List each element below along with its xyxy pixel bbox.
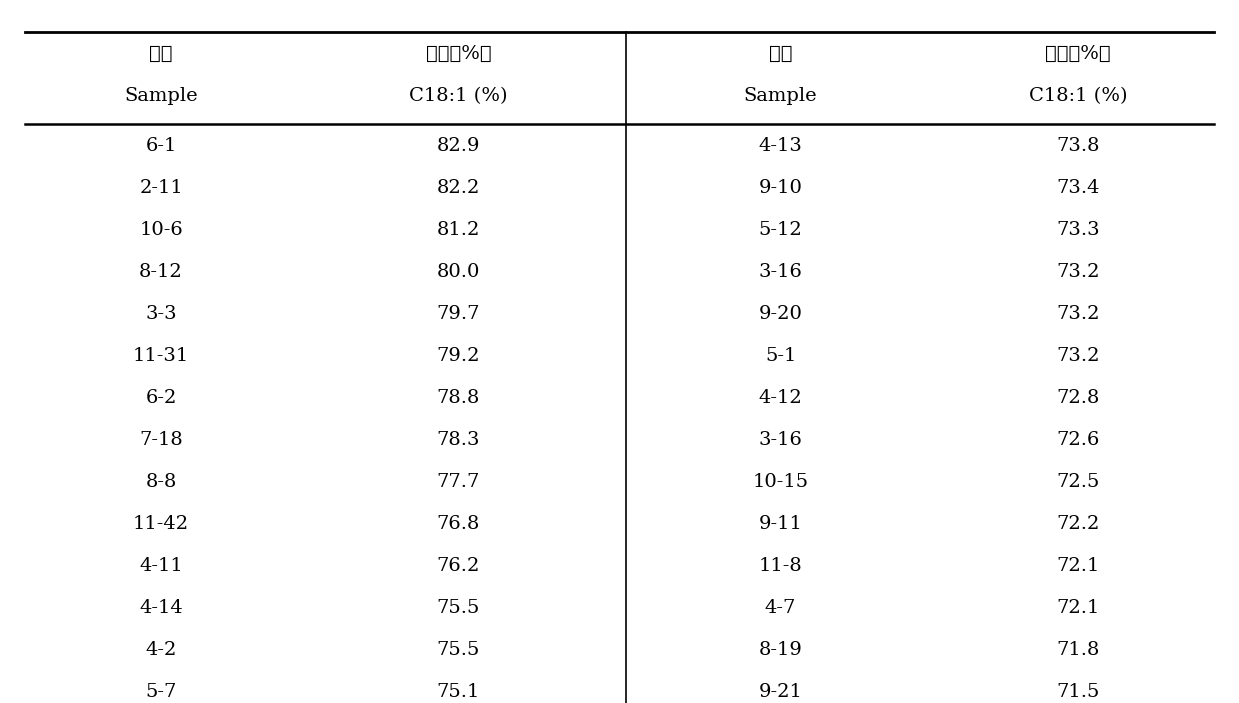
Text: 3-16: 3-16 xyxy=(758,431,803,449)
Text: C18:1 (%): C18:1 (%) xyxy=(1028,87,1127,105)
Text: 5-1: 5-1 xyxy=(764,347,797,365)
Text: 11-31: 11-31 xyxy=(133,347,190,365)
Text: Sample: Sample xyxy=(124,87,198,105)
Text: 73.3: 73.3 xyxy=(1056,221,1100,239)
Text: 73.2: 73.2 xyxy=(1056,305,1100,323)
Text: 81.2: 81.2 xyxy=(436,221,481,239)
Text: 76.8: 76.8 xyxy=(436,515,481,533)
Text: 75.5: 75.5 xyxy=(436,599,481,617)
Text: Sample: Sample xyxy=(743,87,818,105)
Text: 样品: 样品 xyxy=(150,46,172,63)
Text: 8-12: 8-12 xyxy=(139,263,183,281)
Text: 样品: 样品 xyxy=(769,46,792,63)
Text: 79.7: 79.7 xyxy=(436,305,481,323)
Text: 78.8: 78.8 xyxy=(436,389,481,407)
Text: 75.1: 75.1 xyxy=(436,683,481,701)
Text: 72.6: 72.6 xyxy=(1056,431,1100,449)
Text: 73.8: 73.8 xyxy=(1056,137,1100,155)
Text: 2-11: 2-11 xyxy=(139,179,183,197)
Text: 72.1: 72.1 xyxy=(1056,557,1100,575)
Text: 11-8: 11-8 xyxy=(758,557,803,575)
Text: 72.8: 72.8 xyxy=(1056,389,1100,407)
Text: 75.5: 75.5 xyxy=(436,641,481,659)
Text: 8-19: 8-19 xyxy=(758,641,803,659)
Text: 4-2: 4-2 xyxy=(145,641,177,659)
Text: 72.1: 72.1 xyxy=(1056,599,1100,617)
Text: 72.5: 72.5 xyxy=(1056,473,1100,491)
Text: 79.2: 79.2 xyxy=(436,347,481,365)
Text: 3-3: 3-3 xyxy=(145,305,177,323)
Text: 8-8: 8-8 xyxy=(145,473,177,491)
Text: 油酸（%）: 油酸（%） xyxy=(1046,46,1110,63)
Text: 3-16: 3-16 xyxy=(758,263,803,281)
Text: 油酸（%）: 油酸（%） xyxy=(426,46,491,63)
Text: 76.2: 76.2 xyxy=(436,557,481,575)
Text: 7-18: 7-18 xyxy=(139,431,183,449)
Text: 11-42: 11-42 xyxy=(133,515,190,533)
Text: 71.5: 71.5 xyxy=(1056,683,1100,701)
Text: 9-11: 9-11 xyxy=(758,515,803,533)
Text: 80.0: 80.0 xyxy=(436,263,481,281)
Text: 82.2: 82.2 xyxy=(436,179,481,197)
Text: 78.3: 78.3 xyxy=(436,431,481,449)
Text: 71.8: 71.8 xyxy=(1056,641,1100,659)
Text: 82.9: 82.9 xyxy=(436,137,481,155)
Text: 9-21: 9-21 xyxy=(758,683,803,701)
Text: 6-2: 6-2 xyxy=(145,389,177,407)
Text: 72.2: 72.2 xyxy=(1056,515,1100,533)
Text: 9-10: 9-10 xyxy=(758,179,803,197)
Text: 73.2: 73.2 xyxy=(1056,263,1100,281)
Text: 9-20: 9-20 xyxy=(758,305,803,323)
Text: 4-13: 4-13 xyxy=(758,137,803,155)
Text: 10-6: 10-6 xyxy=(139,221,183,239)
Text: 73.4: 73.4 xyxy=(1056,179,1100,197)
Text: 5-7: 5-7 xyxy=(145,683,177,701)
Text: 10-15: 10-15 xyxy=(752,473,809,491)
Text: 4-11: 4-11 xyxy=(139,557,183,575)
Text: 4-12: 4-12 xyxy=(758,389,803,407)
Text: C18:1 (%): C18:1 (%) xyxy=(409,87,508,105)
Text: 4-7: 4-7 xyxy=(764,599,797,617)
Text: 73.2: 73.2 xyxy=(1056,347,1100,365)
Text: 4-14: 4-14 xyxy=(139,599,183,617)
Text: 5-12: 5-12 xyxy=(758,221,803,239)
Text: 6-1: 6-1 xyxy=(145,137,177,155)
Text: 77.7: 77.7 xyxy=(436,473,481,491)
